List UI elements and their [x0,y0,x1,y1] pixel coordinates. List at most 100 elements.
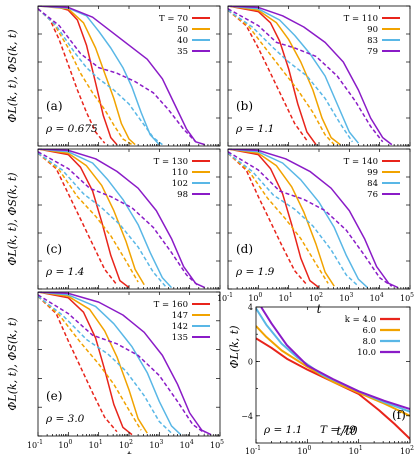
y-tick-label: 0 [248,357,253,366]
legend-entry: 110 [172,168,188,178]
series-79-solid [228,6,393,146]
x-tick-label: 100 [297,445,311,454]
series-135-solid [38,292,212,436]
y-axis-label: ΦL(k, t), ΦS(k, t) [6,29,19,122]
x-tick-label: 10-1 [27,439,43,450]
legend-entry: 90 [367,25,378,35]
legend-entry: 135 [172,333,188,343]
rho-label: ρ = 0.675 [45,123,98,135]
x-tick-label: 104 [180,439,194,450]
legend-entry: 147 [172,311,188,321]
series-90-solid [228,6,341,146]
legend-entry: T = 110 [344,14,378,24]
x-tick-label: 100 [58,439,72,450]
legend-entry: 35 [177,47,188,57]
legend-entry: 99 [367,168,378,178]
series-110-dashed [228,9,308,141]
x-tick-label: 10-1 [245,445,261,454]
legend-entry: 79 [367,47,378,57]
series-76-solid [228,149,399,289]
series-147-dashed [38,295,142,431]
legend-entry: 40 [177,36,188,46]
series-135-dashed [38,294,206,434]
series-140-solid [228,149,320,289]
x-tick-label: 100 [248,292,262,303]
series-70-dashed [38,8,106,144]
rho-label: ρ = 1.9 [235,266,275,278]
x-tick-label: 102 [400,445,414,454]
panel-e: 10-1 100 101 102 103 104 105 t ΦL(k, t), ΦS(k, t… [6,291,224,454]
series-142-solid [38,292,182,436]
series-140-dashed [228,152,308,286]
legend-entry: 10.0 [357,348,376,358]
panel-label: (f) [392,408,406,422]
legend-entry: 6.0 [362,326,376,336]
x-tick-label: 10-1 [217,292,233,303]
series-160-solid [38,292,133,436]
panel-f: 10-1 100 101 102 4 0 −4 t/t0 ΦL(k, t) k = 4.06.08… [228,303,414,454]
series-35-solid [38,6,206,146]
series-102-solid [38,149,173,289]
x-axis-label: t [317,302,322,316]
series-50-solid [38,6,136,146]
x-tick-label: 104 [370,292,384,303]
series-50-dashed [38,8,133,146]
legend-entry: T = 70 [159,14,188,24]
legend-entry: 102 [172,179,188,189]
series-k-8.0 [256,307,410,413]
series-83-dashed [228,9,354,143]
x-tick-label: 103 [149,439,163,450]
y-tick-label: −4 [241,412,253,421]
panel-label: (d) [236,242,253,256]
series-40-solid [38,6,160,146]
series-40-dashed [38,8,163,146]
series-99-solid [228,149,335,287]
series-84-solid [228,149,369,289]
temperature-label: T = 79 [320,424,356,436]
x-tick-label: 101 [279,292,293,303]
series-84-dashed [228,152,359,287]
series-k-10.0 [260,307,410,410]
panel-label: (c) [46,242,62,256]
legend-entry: T = 160 [154,300,188,310]
series-110-solid [38,149,145,286]
rho-label: ρ = 1.1 [263,424,302,436]
x-tick-label: 105 [400,292,414,303]
series-142-dashed [38,295,173,434]
series-110-solid [228,6,317,146]
series-99-dashed [228,152,329,284]
rho-label: ρ = 1.4 [45,266,84,278]
x-axis-label: t [127,449,132,454]
series-110-dashed [38,152,139,283]
x-tick-label: 103 [339,292,353,303]
panel-label: (e) [46,389,62,403]
rho-label: ρ = 3.0 [45,413,85,425]
legend-entry: T = 130 [154,157,188,167]
series-102-dashed [38,152,166,287]
x-tick-label: 105 [210,439,224,450]
series-35-dashed [38,8,197,143]
y-axis-label: ΦL(k, t), ΦS(k, t) [6,317,19,410]
series-90-dashed [228,9,335,146]
series-98-solid [38,149,206,289]
x-axis-label: t/t0 [336,424,358,438]
series-147-solid [38,292,148,434]
series-130-dashed [38,152,118,286]
legend-entry: 84 [367,179,378,189]
legend-entry: 98 [177,190,188,200]
series-130-solid [38,149,130,289]
legend-entry: 76 [367,190,378,200]
legend-entry: 83 [367,36,378,46]
plot-frame [255,306,411,444]
legend-entry: T = 140 [344,157,378,167]
x-tick-label: 101 [349,445,363,454]
legend-entry: 50 [177,25,188,35]
series-160-dashed [38,295,118,433]
legend-entry: 8.0 [362,337,376,347]
y-axis-label: ΦL(k, t) [228,326,241,369]
